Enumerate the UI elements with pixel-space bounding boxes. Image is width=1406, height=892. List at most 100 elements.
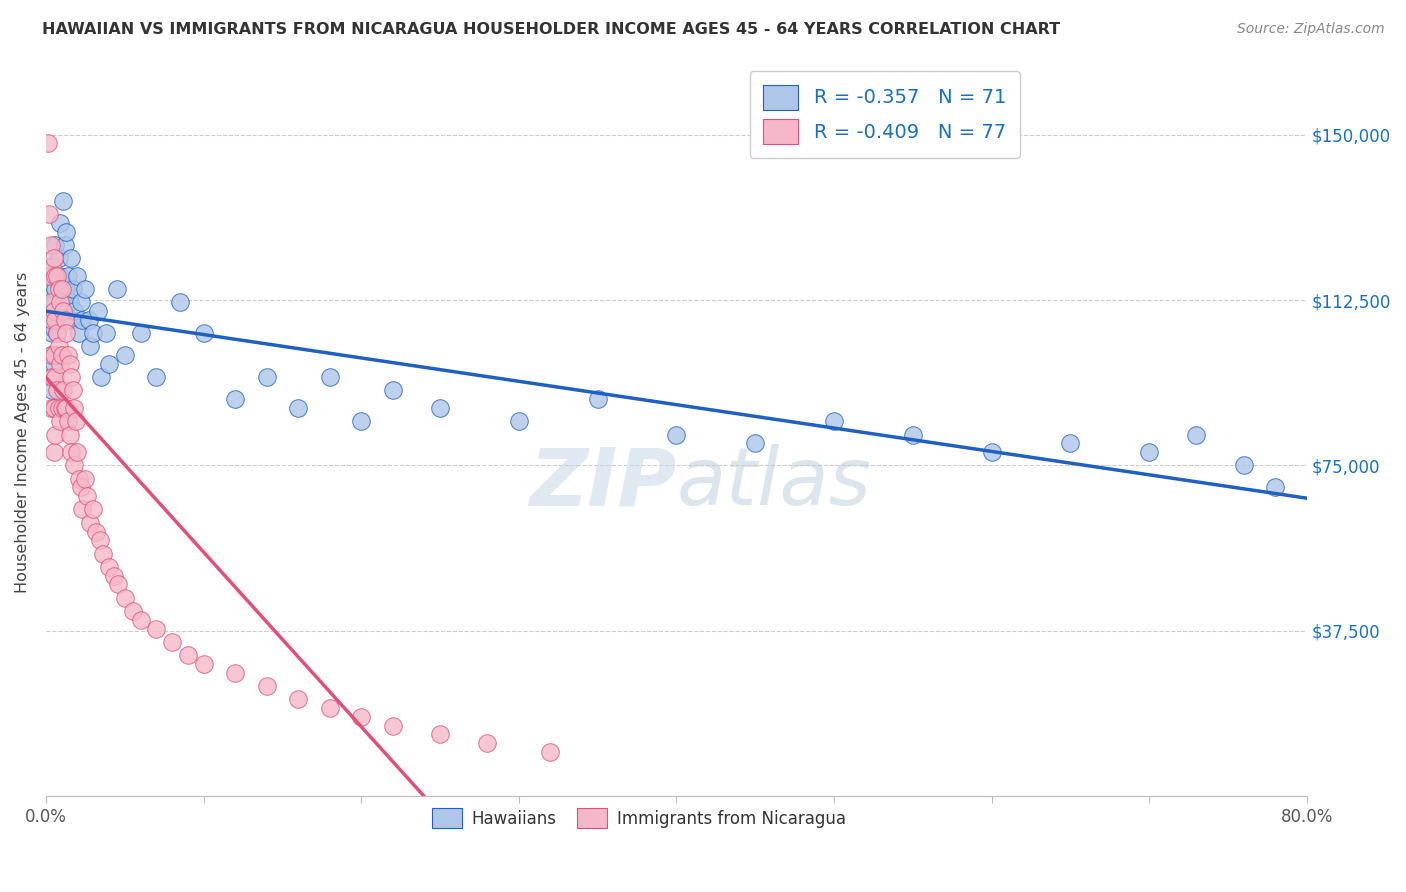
Point: [48, 401, 70, 415]
Point: [63, 401, 86, 415]
Point: [44, 427, 66, 442]
Point: [44, 238, 66, 252]
Point: [51, 348, 73, 362]
Point: [55, 326, 77, 340]
Point: [39, 295, 62, 310]
Point: [42, 295, 65, 310]
Point: [508, 414, 530, 428]
Point: [38, 260, 60, 274]
Point: [62, 384, 84, 398]
Point: [114, 591, 136, 605]
Point: [53, 313, 76, 327]
Point: [76, 489, 98, 503]
Point: [429, 401, 451, 415]
Point: [70, 313, 93, 327]
Point: [49, 414, 72, 428]
Point: [42, 401, 65, 415]
Point: [169, 295, 191, 310]
Point: [39, 348, 62, 362]
Point: [381, 384, 404, 398]
Point: [980, 445, 1002, 459]
Point: [744, 436, 766, 450]
Point: [60, 251, 83, 265]
Point: [429, 727, 451, 741]
Point: [538, 745, 561, 759]
Point: [145, 370, 167, 384]
Point: [67, 472, 90, 486]
Point: [49, 295, 72, 310]
Point: [48, 251, 70, 265]
Y-axis label: Householder Income Ages 45 - 64 years: Householder Income Ages 45 - 64 years: [15, 272, 30, 593]
Point: [44, 282, 66, 296]
Point: [46, 268, 69, 283]
Point: [55, 401, 77, 415]
Point: [823, 414, 845, 428]
Point: [75, 472, 97, 486]
Point: [1233, 458, 1256, 473]
Point: [56, 414, 79, 428]
Point: [381, 718, 404, 732]
Point: [41, 313, 63, 327]
Point: [193, 657, 215, 671]
Point: [49, 357, 72, 371]
Point: [41, 326, 63, 340]
Point: [177, 648, 200, 662]
Point: [46, 326, 69, 340]
Point: [103, 568, 125, 582]
Point: [193, 326, 215, 340]
Point: [1264, 480, 1286, 494]
Point: [52, 304, 75, 318]
Point: [66, 268, 89, 283]
Point: [94, 326, 117, 340]
Point: [41, 268, 63, 283]
Point: [56, 268, 79, 283]
Text: atlas: atlas: [676, 444, 872, 522]
Point: [42, 304, 65, 318]
Point: [160, 634, 183, 648]
Point: [477, 736, 499, 750]
Point: [98, 559, 121, 574]
Point: [60, 445, 83, 459]
Point: [49, 216, 72, 230]
Point: [44, 313, 66, 327]
Point: [39, 238, 62, 252]
Point: [38, 207, 60, 221]
Point: [55, 225, 77, 239]
Point: [52, 194, 75, 208]
Point: [56, 348, 79, 362]
Point: [1059, 436, 1081, 450]
Point: [901, 427, 924, 442]
Legend: Hawaiians, Immigrants from Nicaragua: Hawaiians, Immigrants from Nicaragua: [425, 801, 852, 835]
Point: [121, 604, 143, 618]
Point: [59, 427, 82, 442]
Point: [75, 282, 97, 296]
Point: [79, 339, 101, 353]
Point: [59, 295, 82, 310]
Point: [67, 326, 90, 340]
Point: [89, 533, 111, 548]
Point: [86, 524, 108, 539]
Point: [37, 136, 59, 151]
Point: [287, 401, 309, 415]
Point: [105, 282, 128, 296]
Point: [256, 679, 278, 693]
Point: [60, 370, 83, 384]
Point: [44, 370, 66, 384]
Point: [39, 282, 62, 296]
Point: [60, 313, 83, 327]
Point: [38, 313, 60, 327]
Point: [224, 665, 246, 680]
Point: [38, 268, 60, 283]
Point: [44, 268, 66, 283]
Point: [350, 414, 373, 428]
Point: [98, 357, 121, 371]
Point: [224, 392, 246, 407]
Point: [287, 692, 309, 706]
Point: [114, 348, 136, 362]
Point: [42, 321, 65, 335]
Point: [665, 427, 688, 442]
Point: [87, 304, 110, 318]
Point: [107, 577, 129, 591]
Point: [65, 414, 87, 428]
Point: [59, 357, 82, 371]
